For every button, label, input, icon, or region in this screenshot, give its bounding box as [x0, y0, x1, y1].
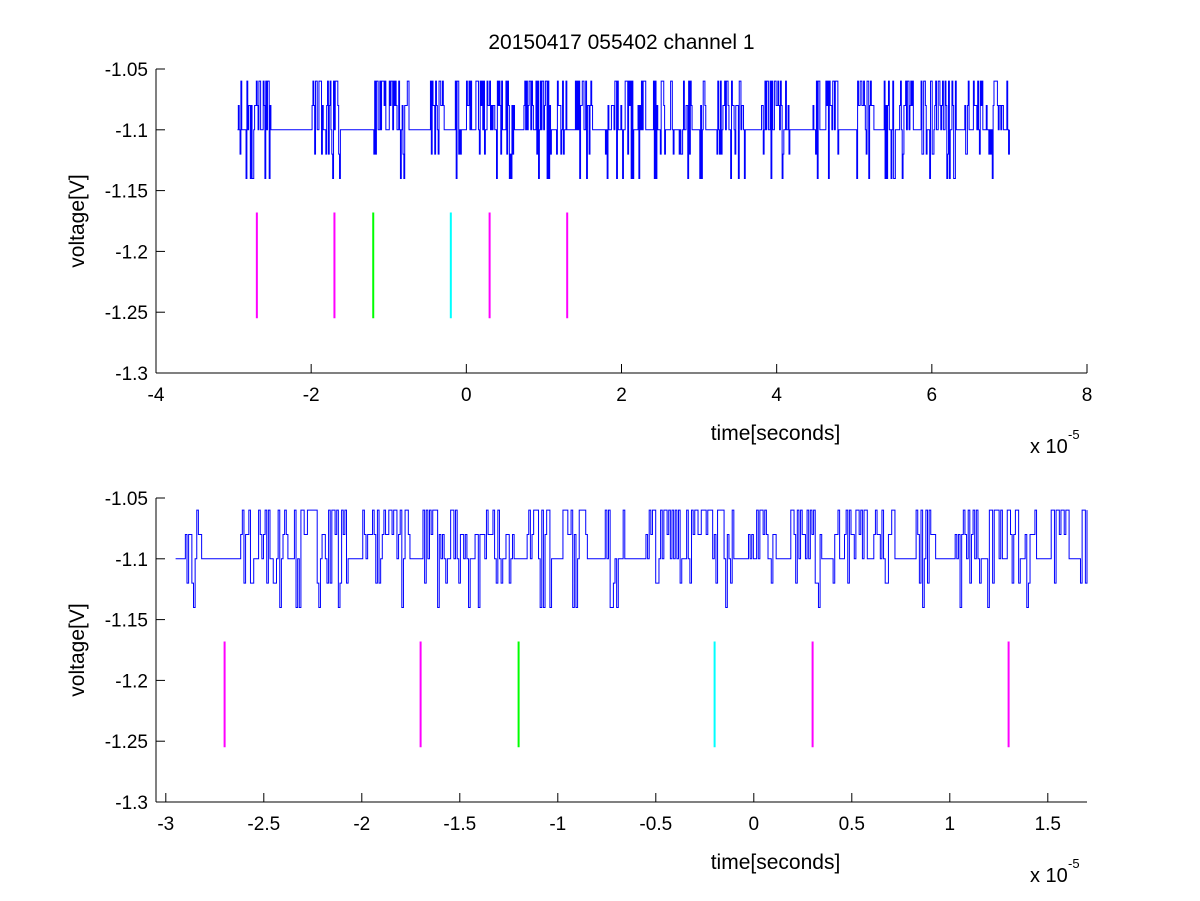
y-tick-label-1-5: -1.05: [105, 60, 148, 81]
y-axis-label-1: voltage[V]: [66, 174, 89, 267]
y-tick-label-2-3: -1.15: [105, 611, 148, 632]
x-tick-label-1-0: -4: [148, 385, 165, 406]
subplot-1: -4 -2 0 2 4 6 8 -1.3 -1.25 -1.2 -1.15 -1.1 -1.05 time…: [66, 31, 1092, 458]
y-tick-label-2-5: -1.05: [105, 489, 148, 510]
subplot-2: -3 -2.5 -2 -1.5 -1 -0.5 0 0.5 1 1.5 -1.3 -1.25 -1.2 -…: [66, 489, 1088, 887]
x-scale-exponent-1: -5: [1068, 427, 1080, 442]
x-tick-label-1-2: 0: [461, 385, 472, 406]
y-tick-label-1-3: -1.15: [105, 182, 148, 203]
x-tick-label-1-4: 4: [771, 385, 782, 406]
y-tick-label-1-0: -1.3: [115, 364, 148, 385]
x-axis-label-2: time[seconds]: [711, 851, 841, 874]
x-axis-label-1: time[seconds]: [711, 422, 841, 445]
x-tick-label-2-7: 0.5: [839, 814, 865, 835]
x-tick-label-2-9: 1.5: [1035, 814, 1061, 835]
signal-trace-1: [237, 80, 1010, 179]
y-tick-label-1-4: -1.1: [115, 121, 148, 142]
x-tick-label-2-0: -3: [157, 814, 174, 835]
x-tick-label-1-3: 2: [616, 385, 627, 406]
x-scale-multiplier-1: x 10: [1030, 436, 1068, 458]
x-scale-exponent-2: -5: [1068, 856, 1080, 871]
x-tick-label-1-1: -2: [303, 385, 320, 406]
x-tick-label-2-2: -2: [353, 814, 370, 835]
x-tick-label-2-4: -1: [549, 814, 566, 835]
y-tick-label-2-0: -1.3: [115, 793, 148, 814]
x-tick-label-2-8: 1: [945, 814, 956, 835]
y-tick-label-1-2: -1.2: [115, 242, 148, 263]
y-tick-label-1-1: -1.25: [105, 303, 148, 324]
x-tick-label-2-1: -2.5: [247, 814, 280, 835]
y-tick-label-2-2: -1.2: [115, 671, 148, 692]
y-tick-label-2-4: -1.1: [115, 550, 148, 571]
x-scale-multiplier-2: x 10: [1030, 865, 1068, 887]
x-tick-label-2-3: -1.5: [443, 814, 476, 835]
x-tick-label-1-6: 8: [1082, 385, 1093, 406]
chart-title-1: 20150417 055402 channel 1: [488, 31, 754, 54]
y-tick-label-2-1: -1.25: [105, 732, 148, 753]
x-tick-label-1-5: 6: [927, 385, 938, 406]
signal-trace-2: [175, 509, 1088, 608]
x-tick-label-2-6: 0: [749, 814, 760, 835]
x-tick-label-2-5: -0.5: [639, 814, 672, 835]
y-axis-label-2: voltage[V]: [66, 603, 89, 696]
